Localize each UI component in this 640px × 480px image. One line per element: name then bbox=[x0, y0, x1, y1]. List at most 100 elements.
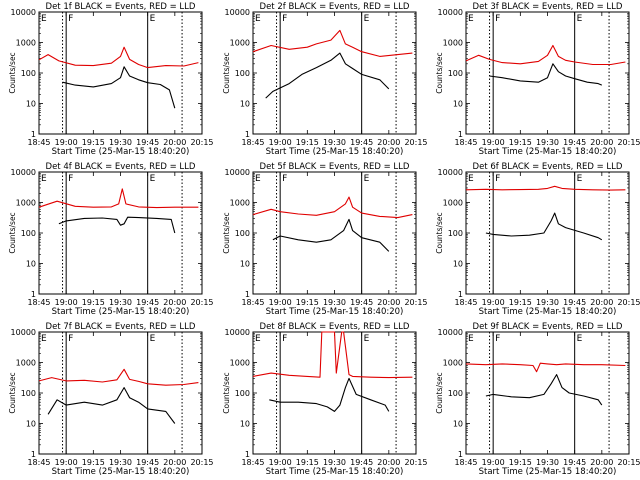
x-axis-label: Start Time (25-Mar-15 18:40:20) bbox=[479, 147, 617, 157]
y-tick-label: 10000 bbox=[438, 328, 463, 337]
x-tick-label: 20:00 bbox=[163, 138, 186, 147]
y-tick-label: 100 bbox=[235, 389, 250, 398]
y-tick-label: 100 bbox=[21, 69, 36, 78]
x-tick-label: 18:45 bbox=[241, 458, 264, 467]
marker-label: E bbox=[41, 14, 47, 24]
y-tick-label: 10000 bbox=[11, 8, 36, 17]
y-tick-label: 100 bbox=[21, 389, 36, 398]
x-tick-label: 18:45 bbox=[454, 298, 477, 307]
x-axis-label: Start Time (25-Mar-15 18:40:20) bbox=[266, 307, 404, 317]
x-tick-label: 19:00 bbox=[269, 298, 292, 307]
x-tick-label: 19:15 bbox=[82, 138, 105, 147]
y-tick-label: 10 bbox=[453, 420, 463, 429]
y-tick-label: 10000 bbox=[225, 8, 250, 17]
marker-label: F bbox=[68, 174, 73, 184]
x-tick-label: 20:00 bbox=[590, 458, 613, 467]
chart-panel-2: Det 2f BLACK = Events, RED = LLD 1 10 100 10… bbox=[222, 2, 428, 157]
x-tick-label: 19:45 bbox=[136, 298, 159, 307]
x-tick-label: 19:45 bbox=[350, 458, 373, 467]
x-tick-label: 19:15 bbox=[296, 138, 319, 147]
y-tick-label: 1000 bbox=[230, 359, 250, 368]
y-tick-label: 100 bbox=[448, 389, 463, 398]
y-tick-label: 1000 bbox=[443, 39, 463, 48]
x-tick-label: 18:45 bbox=[27, 138, 50, 147]
marker-label: E bbox=[468, 334, 474, 344]
series-line-lld bbox=[38, 368, 199, 386]
y-tick-label: 10 bbox=[26, 260, 36, 269]
marker-label: F bbox=[495, 174, 500, 184]
chart-title: Det 2f BLACK = Events, RED = LLD bbox=[260, 2, 410, 12]
y-tick-label: 10 bbox=[26, 100, 36, 109]
x-tick-label: 20:00 bbox=[377, 298, 400, 307]
y-tick-label: 10 bbox=[240, 420, 250, 429]
x-tick-label: 19:45 bbox=[350, 298, 373, 307]
x-tick-label: 20:15 bbox=[404, 298, 427, 307]
y-tick-label: 10 bbox=[26, 420, 36, 429]
y-tick-label: 1000 bbox=[16, 39, 36, 48]
marker-label: F bbox=[282, 334, 287, 344]
x-tick-label: 19:30 bbox=[536, 138, 559, 147]
marker-label: F bbox=[495, 334, 500, 344]
y-tick-label: 10 bbox=[240, 100, 250, 109]
y-tick-label: 100 bbox=[448, 69, 463, 78]
plot-frame bbox=[465, 11, 630, 135]
x-tick-label: 20:00 bbox=[163, 458, 186, 467]
x-tick-label: 19:15 bbox=[509, 138, 532, 147]
x-axis-label: Start Time (25-Mar-15 18:40:20) bbox=[52, 307, 190, 317]
y-tick-label: 1 bbox=[245, 130, 250, 139]
x-tick-label: 20:00 bbox=[590, 298, 613, 307]
y-tick-label: 1000 bbox=[230, 199, 250, 208]
series-line-lld bbox=[252, 331, 413, 379]
y-tick-label: 1000 bbox=[443, 199, 463, 208]
chart-panel-9: Det 9f BLACK = Events, RED = LLD 1 10 100 10… bbox=[435, 322, 640, 477]
x-tick-label: 20:15 bbox=[190, 138, 213, 147]
chart-title: Det 1f BLACK = Events, RED = LLD bbox=[46, 2, 196, 12]
y-axis-label: Counts/sec bbox=[435, 212, 444, 253]
y-tick-label: 10 bbox=[453, 260, 463, 269]
series-line-events bbox=[485, 212, 603, 241]
series-line-lld bbox=[465, 44, 626, 66]
marker-label: F bbox=[495, 14, 500, 24]
x-tick-label: 20:15 bbox=[190, 298, 213, 307]
plot-frame bbox=[252, 11, 417, 135]
x-tick-label: 19:15 bbox=[296, 298, 319, 307]
x-tick-label: 20:15 bbox=[617, 138, 640, 147]
series-line-lld bbox=[465, 362, 626, 373]
y-tick-label: 10000 bbox=[438, 168, 463, 177]
y-tick-label: 100 bbox=[235, 229, 250, 238]
marker-label: E bbox=[364, 14, 370, 24]
chart-panel-8: Det 8f BLACK = Events, RED = LLD 1 10 100 10… bbox=[222, 322, 428, 477]
x-tick-label: 19:30 bbox=[109, 298, 132, 307]
y-axis-label: Counts/sec bbox=[8, 52, 17, 93]
marker-label: E bbox=[577, 174, 583, 184]
marker-label: E bbox=[41, 334, 47, 344]
x-tick-label: 20:00 bbox=[590, 138, 613, 147]
series-line-events bbox=[47, 387, 176, 424]
x-tick-label: 19:00 bbox=[482, 138, 505, 147]
marker-label: E bbox=[364, 174, 370, 184]
series-line-events bbox=[485, 374, 603, 406]
y-tick-label: 1 bbox=[458, 450, 463, 459]
plot-frame bbox=[252, 171, 417, 295]
marker-label: E bbox=[150, 334, 156, 344]
plot-frame bbox=[38, 11, 203, 135]
chart-title: Det 7f BLACK = Events, RED = LLD bbox=[46, 322, 196, 332]
x-tick-label: 20:00 bbox=[163, 298, 186, 307]
chart-panel-4: Det 4f BLACK = Events, RED = LLD 1 10 100 10… bbox=[8, 162, 214, 317]
series-line-lld bbox=[38, 188, 199, 209]
x-tick-label: 20:00 bbox=[377, 138, 400, 147]
series-line-events bbox=[489, 63, 603, 86]
x-tick-label: 19:45 bbox=[563, 138, 586, 147]
y-tick-label: 1 bbox=[458, 290, 463, 299]
series-line-events bbox=[58, 216, 176, 234]
marker-label: E bbox=[468, 14, 474, 24]
marker-label: E bbox=[577, 334, 583, 344]
plot-frame bbox=[38, 171, 203, 295]
y-axis-label: Counts/sec bbox=[222, 372, 231, 413]
chart-panel-3: Det 3f BLACK = Events, RED = LLD 1 10 100 10… bbox=[435, 2, 640, 157]
chart-title: Det 4f BLACK = Events, RED = LLD bbox=[46, 162, 196, 172]
x-tick-label: 19:45 bbox=[136, 458, 159, 467]
y-tick-label: 1000 bbox=[443, 359, 463, 368]
x-tick-label: 19:30 bbox=[109, 138, 132, 147]
